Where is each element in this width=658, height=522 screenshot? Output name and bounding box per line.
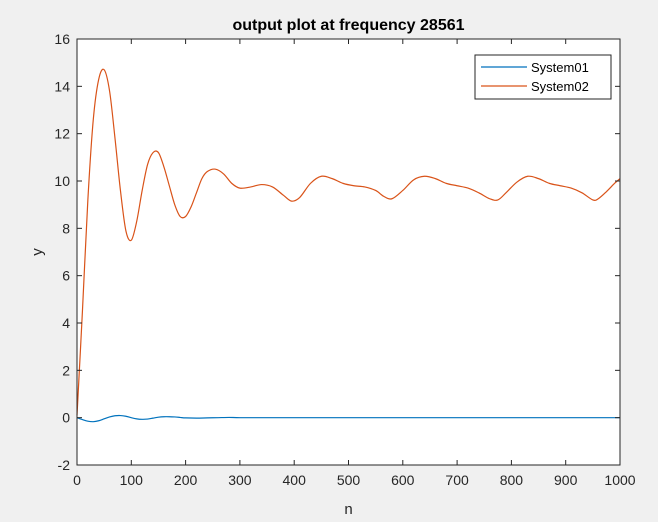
x-tick-label-900: 900 — [554, 472, 578, 488]
legend: System01 System02 — [474, 54, 612, 100]
x-tick-label-100: 100 — [120, 472, 144, 488]
plot-area — [77, 39, 620, 465]
y-tick-label--2: -2 — [58, 457, 71, 473]
series-line-system01 — [76, 414, 620, 423]
x-tick-label-300: 300 — [228, 472, 252, 488]
legend-label-system02: System02 — [531, 79, 589, 94]
y-tick-label-12: 12 — [54, 126, 70, 142]
x-tick-label-800: 800 — [500, 472, 524, 488]
legend-box — [474, 54, 612, 100]
x-tick-label-700: 700 — [445, 472, 469, 488]
x-axis-label: n — [344, 501, 352, 518]
y-tick-label-2: 2 — [62, 362, 70, 378]
x-tick-label-400: 400 — [283, 472, 307, 488]
y-tick-label-0: 0 — [62, 410, 70, 426]
y-tick-label-8: 8 — [62, 220, 70, 236]
x-tick-label-1000: 1000 — [604, 472, 635, 488]
x-tick-label-200: 200 — [174, 472, 198, 488]
series-line-system02 — [76, 68, 621, 416]
y-tick-label-14: 14 — [54, 78, 70, 94]
series-layer — [76, 68, 621, 423]
y-tick-label-10: 10 — [54, 173, 70, 189]
y-tick-label-16: 16 — [54, 31, 70, 47]
x-axis: 0 100 200 300 400 500 600 700 800 900 1000 — [73, 39, 636, 488]
x-tick-label-500: 500 — [337, 472, 361, 488]
legend-label-system01: System01 — [531, 60, 589, 75]
x-tick-label-0: 0 — [73, 472, 81, 488]
y-axis-label: y — [29, 248, 46, 256]
y-tick-label-6: 6 — [62, 268, 70, 284]
y-axis: -2 0 2 4 6 8 10 12 14 16 — [54, 31, 620, 473]
chart-title: output plot at frequency 28561 — [232, 17, 464, 34]
x-tick-label-600: 600 — [391, 472, 415, 488]
y-tick-label-4: 4 — [62, 315, 70, 331]
